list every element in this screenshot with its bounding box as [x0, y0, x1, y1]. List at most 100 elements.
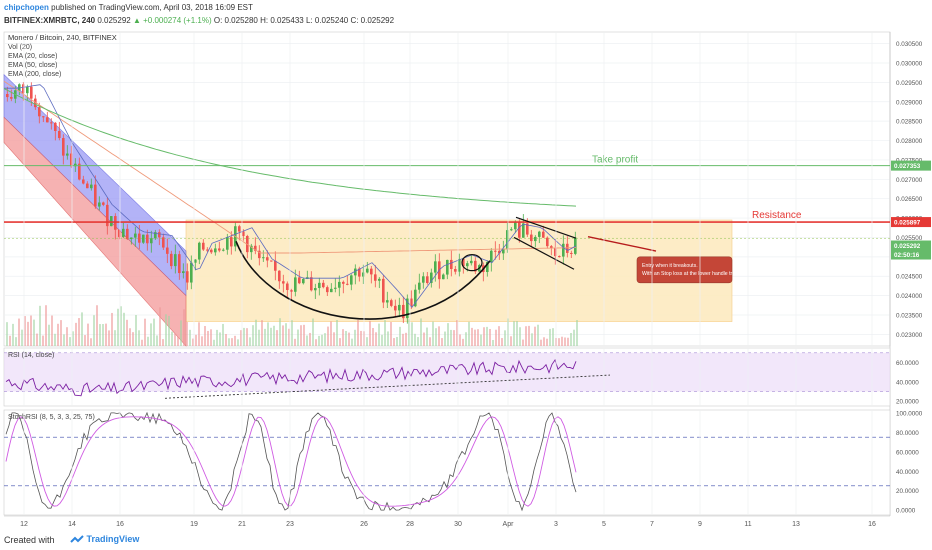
- volume-bar: [279, 318, 281, 346]
- volume-bar: [336, 319, 338, 346]
- price-tag-label: 0.025897: [894, 220, 921, 227]
- candle: [370, 268, 373, 275]
- candle: [130, 237, 133, 240]
- tradingview-logo[interactable]: TradingView: [70, 534, 139, 545]
- candle: [426, 276, 429, 284]
- candle: [486, 261, 489, 273]
- volume-bar: [312, 318, 314, 346]
- volume-bar: [270, 327, 272, 346]
- candle: [350, 275, 353, 285]
- chart-canvas[interactable]: 0.0230000.0235000.0240000.0245000.025000…: [0, 30, 932, 532]
- candle: [26, 86, 29, 94]
- volume-bar: [426, 327, 428, 346]
- volume-bar: [132, 332, 134, 346]
- volume-bar: [399, 326, 401, 346]
- rsi-line: [5, 358, 577, 397]
- stoch-tick-label: 80.0000: [896, 430, 919, 437]
- volume-bar: [360, 330, 362, 346]
- candle: [190, 262, 193, 283]
- volume-bar: [84, 335, 86, 346]
- volume-bar: [504, 330, 506, 346]
- volume-bar: [459, 334, 461, 346]
- candle: [506, 230, 509, 250]
- volume-bar: [177, 337, 179, 346]
- take-profit-label: Take profit: [592, 155, 638, 166]
- volume-bar: [159, 307, 161, 346]
- volume-bar: [288, 328, 290, 346]
- volume-bar: [342, 329, 344, 346]
- candle: [42, 116, 45, 118]
- volume-bar: [54, 333, 56, 346]
- volume-bar: [81, 312, 83, 346]
- volume-bar: [357, 319, 359, 346]
- author-link[interactable]: chipchopen: [4, 3, 49, 12]
- candle: [186, 271, 189, 283]
- y-tick-label: 0.028000: [896, 138, 923, 145]
- volume-bar: [339, 338, 341, 346]
- volume-bar: [165, 314, 167, 346]
- volume-bar: [204, 326, 206, 346]
- candle: [82, 179, 85, 184]
- indicator-label: EMA (20, close): [8, 53, 57, 60]
- chart-title: Monero / Bitcoin, 240, BITFINEX: [8, 33, 117, 42]
- volume-bar: [294, 338, 296, 346]
- candle: [238, 226, 241, 232]
- indicator-label: EMA (200, close): [8, 71, 61, 78]
- volume-bar: [114, 330, 116, 346]
- stoch-k-line: [5, 411, 577, 512]
- volume-bar: [6, 322, 8, 346]
- last-price: 0.025292: [97, 16, 131, 25]
- stoch-tick-label: 60.0000: [896, 449, 919, 456]
- volume-bar: [375, 332, 377, 346]
- volume-bar: [138, 330, 140, 346]
- volume-bar: [519, 327, 521, 346]
- price-tag: [891, 249, 931, 260]
- candle: [514, 222, 517, 230]
- volume-bar: [225, 333, 227, 346]
- candle: [394, 305, 397, 311]
- candle: [374, 274, 377, 281]
- candle: [566, 243, 569, 253]
- volume-bar: [300, 325, 302, 346]
- candle: [226, 237, 229, 250]
- candle: [526, 223, 529, 235]
- volume-bar: [66, 327, 68, 346]
- candle: [446, 259, 449, 275]
- y-tick-label: 0.023500: [896, 312, 923, 319]
- volume-bar: [576, 320, 578, 346]
- volume-bar: [276, 330, 278, 346]
- candle: [522, 223, 525, 238]
- candle: [498, 250, 501, 254]
- candle: [530, 234, 533, 242]
- x-tick-label: 14: [68, 521, 76, 528]
- x-tick-label: 19: [190, 521, 198, 528]
- volume-bar: [468, 321, 470, 346]
- volume-bar: [273, 325, 275, 346]
- volume-bar: [210, 329, 212, 346]
- candle: [134, 233, 137, 238]
- volume-bar: [570, 333, 572, 346]
- candle: [402, 304, 405, 319]
- volume-bar: [378, 323, 380, 346]
- candle: [34, 98, 37, 108]
- x-tick-label: 11: [744, 521, 751, 528]
- volume-bar: [234, 335, 236, 346]
- candle: [258, 250, 261, 259]
- candle: [10, 97, 13, 99]
- candle: [494, 250, 497, 252]
- volume-bar: [87, 323, 89, 346]
- y-tick-label: 0.024500: [896, 274, 923, 281]
- volume-bar: [348, 332, 350, 346]
- publish-line: chipchopen published on TradingView.com,…: [4, 3, 253, 12]
- footer: Created with TradingView: [0, 532, 932, 550]
- volume-bar: [417, 337, 419, 346]
- candle: [390, 300, 393, 306]
- volume-bar: [366, 337, 368, 346]
- stoch-pane: 0.0000 20.0000 40.0000 60.0000 80.0000 100.00…: [3, 409, 923, 516]
- volume-bar: [486, 326, 488, 346]
- candle: [538, 231, 541, 237]
- rsi-tick-label: 20.0000: [896, 399, 919, 406]
- volume-bar: [282, 325, 284, 346]
- volume-bar: [498, 326, 500, 346]
- candle: [178, 254, 181, 274]
